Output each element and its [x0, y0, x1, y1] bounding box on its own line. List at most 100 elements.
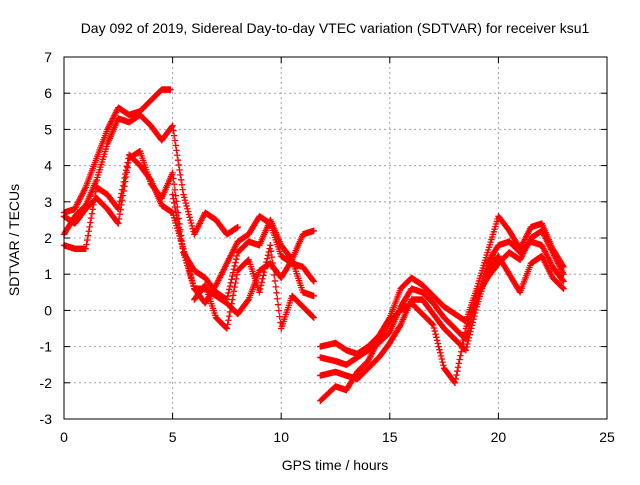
data-point-plus	[267, 247, 275, 255]
data-point-plus	[309, 313, 317, 321]
data-point-plus	[84, 232, 92, 239]
data-point-plus	[257, 285, 264, 293]
data-point-plus	[185, 211, 193, 218]
data-point-plus	[122, 170, 129, 178]
data-point-plus	[272, 283, 279, 291]
data-point-plus	[267, 242, 274, 249]
data-point-plus	[173, 212, 180, 219]
data-point-plus	[174, 216, 181, 223]
data-point-plus	[461, 333, 468, 340]
data-point-plus	[453, 371, 460, 379]
data-point-plus	[264, 255, 271, 262]
data-point-plus	[170, 181, 178, 188]
data-point-plus	[122, 167, 130, 174]
x-tick-label: 0	[60, 429, 68, 445]
data-point-plus	[186, 268, 193, 275]
data-point-plus	[232, 279, 239, 287]
y-tick-label: -3	[40, 411, 53, 427]
data-point-plus	[224, 321, 231, 328]
y-tick-label: 6	[44, 85, 52, 101]
data-point-plus	[260, 272, 267, 279]
data-point-plus	[466, 331, 473, 338]
series-trace-1	[60, 86, 174, 216]
data-point-plus	[114, 219, 121, 226]
data-point-plus	[471, 312, 478, 320]
data-point-plus	[177, 232, 184, 240]
data-point-plus	[233, 252, 241, 260]
data-point-plus	[178, 181, 186, 188]
data-point-plus	[458, 344, 466, 352]
data-point-plus	[168, 123, 176, 131]
data-point-plus	[560, 278, 567, 285]
data-point-plus	[176, 228, 183, 235]
data-point-plus	[178, 241, 186, 248]
data-point-plus	[310, 292, 317, 300]
series-trace-9	[317, 252, 567, 383]
data-point-plus	[167, 86, 174, 93]
data-point-plus	[455, 360, 463, 367]
data-point-plus	[187, 216, 194, 224]
data-point-plus	[229, 272, 236, 280]
data-point-plus	[462, 347, 470, 354]
data-point-plus	[274, 295, 281, 302]
data-point-plus	[172, 207, 179, 215]
data-point-plus	[233, 256, 240, 263]
data-point-plus	[82, 245, 89, 253]
data-point-plus	[468, 325, 475, 332]
data-point-plus	[233, 275, 240, 283]
data-point-plus	[172, 142, 179, 149]
y-tick-label: 3	[44, 194, 52, 210]
x-tick-label: 20	[491, 429, 507, 445]
data-point-plus	[460, 336, 467, 344]
series-trace-7	[317, 213, 567, 358]
data-point-plus	[188, 219, 195, 227]
data-point-plus	[465, 334, 473, 342]
data-point-plus	[432, 330, 439, 338]
data-point-plus	[116, 211, 124, 218]
data-point-plus	[124, 159, 131, 166]
data-point-plus	[231, 262, 238, 270]
series-trace-6	[191, 242, 317, 332]
data-point-plus	[171, 137, 179, 144]
data-point-plus	[230, 288, 238, 295]
data-point-plus	[437, 349, 444, 357]
data-point-plus	[225, 289, 232, 297]
data-point-plus	[177, 236, 185, 244]
data-point-plus	[451, 379, 459, 386]
data-point-plus	[188, 276, 196, 284]
data-point-plus	[228, 300, 235, 307]
data-point-plus	[464, 337, 472, 345]
data-point-plus	[229, 292, 237, 299]
data-point-plus	[88, 210, 96, 217]
data-point-plus	[119, 182, 127, 189]
data-point-plus	[86, 223, 93, 231]
data-point-plus	[173, 147, 180, 154]
y-tick-label: 0	[44, 302, 52, 318]
x-tick-label: 15	[382, 429, 398, 445]
data-point-plus	[271, 271, 278, 279]
data-point-plus	[177, 171, 184, 179]
data-point-plus	[171, 186, 179, 194]
data-point-plus	[91, 192, 99, 200]
data-point-plus	[175, 161, 183, 169]
data-point-plus	[223, 296, 231, 303]
data-point-plus	[188, 274, 195, 281]
data-point-plus	[115, 215, 123, 223]
data-point-plus	[310, 314, 317, 321]
data-point-plus	[179, 186, 186, 193]
data-point-plus	[123, 163, 131, 170]
x-axis-label: GPS time / hours	[282, 457, 389, 473]
data-point-plus	[256, 289, 263, 296]
data-point-plus	[274, 301, 282, 308]
data-point-plus	[276, 313, 283, 320]
axis-ticks	[63, 56, 608, 420]
data-point-plus	[275, 307, 283, 314]
data-point-plus	[261, 265, 269, 272]
data-point-plus	[260, 268, 268, 276]
data-point-plus	[170, 132, 178, 139]
data-point-plus	[84, 236, 91, 244]
data-point-plus	[310, 227, 317, 234]
data-point-plus	[226, 286, 233, 293]
data-point-plus	[170, 175, 177, 182]
